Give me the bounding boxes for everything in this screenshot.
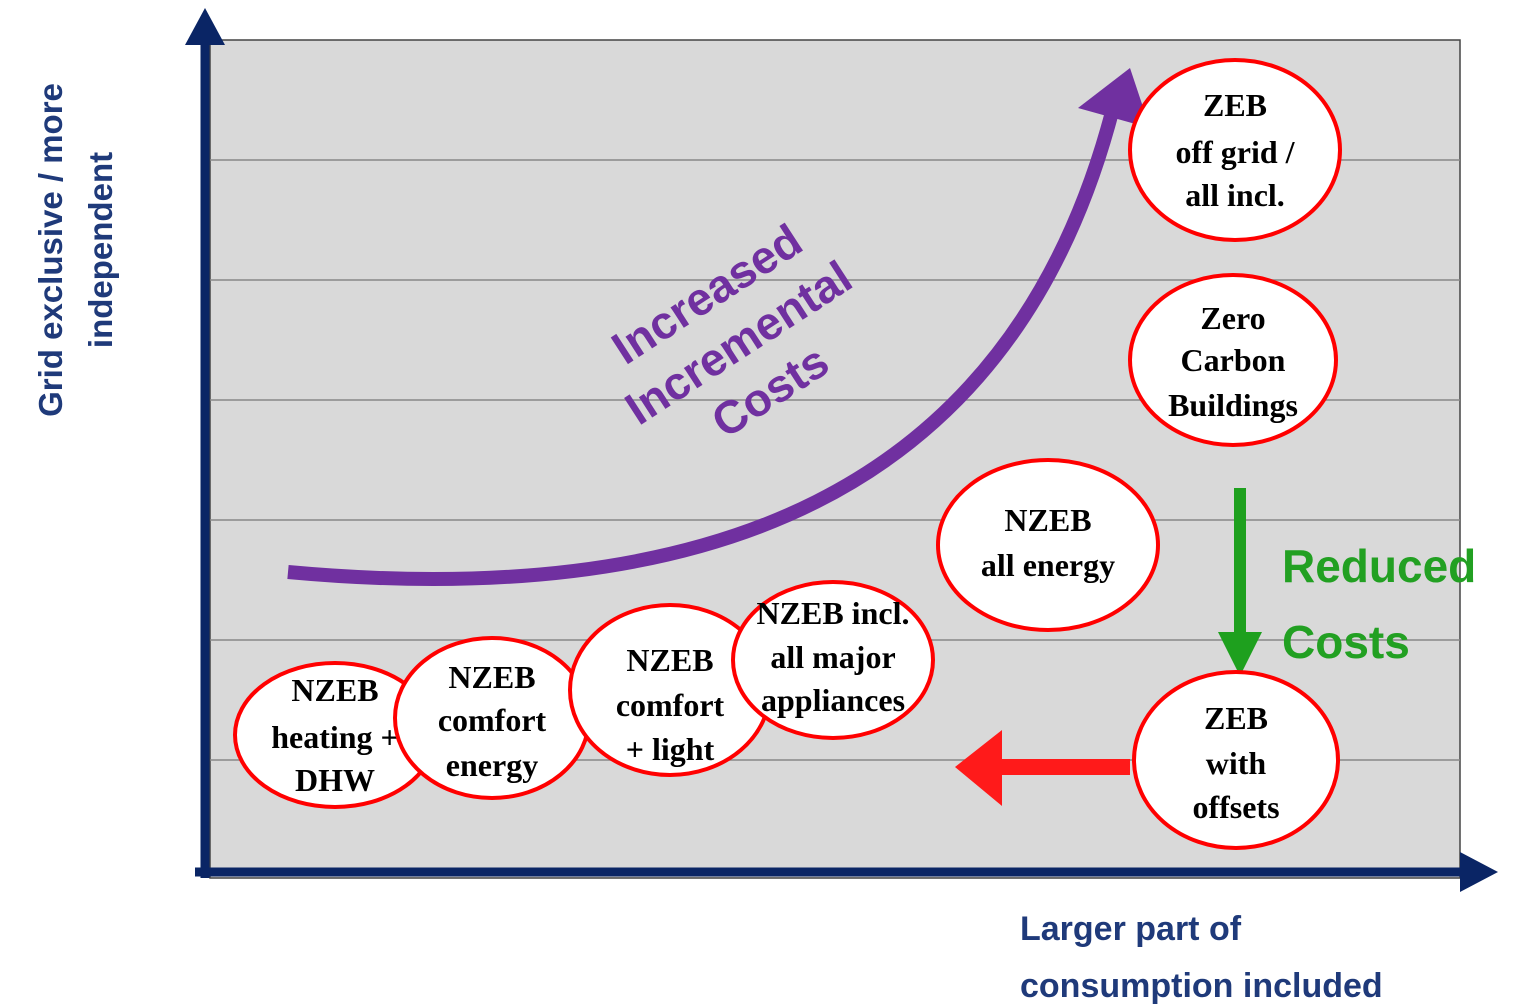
node: NZEB heating + DHW: [233, 661, 437, 809]
node-label: all major: [770, 639, 895, 675]
node-label: comfort: [438, 702, 547, 738]
node-label: energy: [446, 747, 538, 783]
x-axis-label: consumption included: [1020, 967, 1383, 1005]
node-label: NZEB incl.: [757, 595, 910, 631]
node-label: NZEB: [626, 642, 713, 678]
x-axis-label: Larger part of: [1020, 910, 1242, 948]
node-label: ZEB: [1203, 87, 1267, 123]
node-label: comfort: [616, 687, 725, 723]
node: Zero Carbon Buildings: [1128, 273, 1338, 447]
node-label: off grid /: [1175, 134, 1295, 170]
node-label: offsets: [1192, 789, 1279, 825]
y-axis-arrow: [185, 8, 225, 45]
node-shape: [1132, 670, 1340, 850]
y-axis-label: Grid exclusive / more: [32, 83, 69, 417]
cost-curve: [287, 110, 1119, 587]
node-label: + light: [626, 731, 715, 767]
node-label: all energy: [981, 547, 1115, 583]
node-shape: [1128, 273, 1338, 447]
node: NZEB comfort energy: [393, 636, 591, 800]
node-shape: [731, 580, 935, 740]
reduced-arrow-head: [1218, 632, 1262, 676]
node-label: NZEB: [448, 659, 535, 695]
node-label: all incl.: [1185, 177, 1285, 213]
node-label: Carbon: [1181, 342, 1286, 378]
y-axis-label: independent: [82, 152, 119, 348]
node-label: Zero: [1200, 300, 1265, 336]
node-shape: [1128, 58, 1342, 242]
node-label: with: [1206, 745, 1267, 781]
x-axis-arrow: [1460, 852, 1498, 892]
node-label: ZEB: [1204, 700, 1268, 736]
node-label: appliances: [761, 682, 905, 718]
node-label: DHW: [295, 762, 375, 798]
reduced-text: Costs: [1282, 616, 1410, 668]
node-label: Buildings: [1168, 387, 1298, 423]
node: NZEB all energy: [936, 458, 1160, 632]
node-label: heating +: [271, 719, 399, 755]
node: ZEB with offsets: [1132, 670, 1340, 850]
node: ZEB off grid / all incl.: [1128, 58, 1342, 242]
node-label: NZEB: [291, 672, 378, 708]
node: NZEB incl. all major appliances: [731, 580, 935, 740]
nodes: NZEB heating + DHW NZEB comfort energy NZEB com…: [233, 58, 1342, 850]
node-label: NZEB: [1004, 502, 1091, 538]
reduced-text: Reduced: [1282, 540, 1476, 592]
node-shape: [936, 458, 1160, 632]
shift-arrow-head: [955, 730, 1002, 806]
cost-curve-arrow: [1078, 68, 1150, 128]
